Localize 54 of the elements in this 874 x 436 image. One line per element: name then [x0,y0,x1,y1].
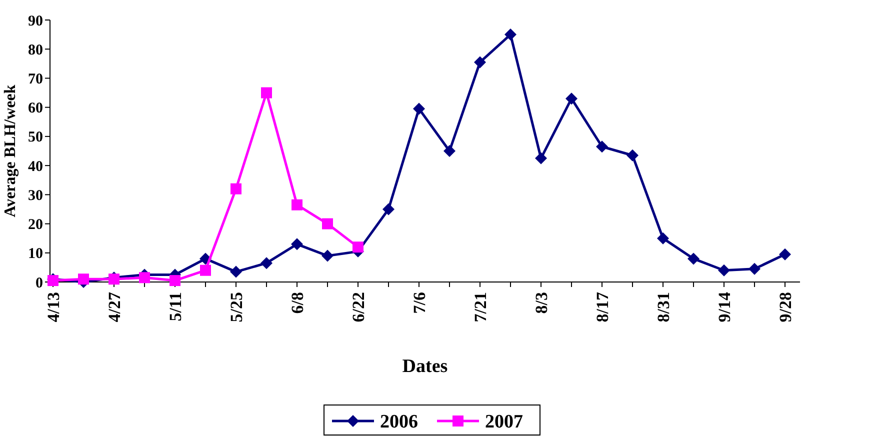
y-tick-label: 30 [28,188,43,204]
point [779,248,791,260]
point [566,92,578,105]
x-axis-title: Dates [402,356,448,377]
point [322,250,334,262]
y-tick-label: 60 [28,100,43,117]
point [230,183,242,194]
y-tick-label: 10 [28,246,43,262]
point [413,102,425,115]
point [292,199,302,210]
point [444,145,456,157]
y-axis-title: Average BLH/week [2,84,19,218]
point [504,28,516,41]
point [626,149,638,162]
point [78,274,89,285]
point [230,266,242,278]
x-tick-label: 6/22 [349,292,368,322]
y-tick-label: 40 [28,158,43,175]
y-tick-label: 20 [28,217,43,234]
x-tick-label: 5/25 [227,292,246,322]
legend-label: 2006 [380,412,418,433]
x-tick-label: 5/11 [166,292,185,322]
x-tick-label: 6/8 [288,292,307,314]
x-tick-label: 9/28 [776,292,795,322]
y-tick-label: 90 [28,13,43,30]
x-tick-label: 8/17 [593,292,612,322]
point [474,56,486,68]
point [718,264,730,276]
x-tick-label: 7/21 [471,292,490,322]
x-tick-label: 7/6 [410,292,429,314]
point [260,257,272,270]
point [291,238,303,250]
point [382,203,394,216]
point [748,262,760,275]
point [170,275,180,286]
y-tick-label: 70 [28,71,43,88]
point [322,218,333,230]
point [139,272,150,284]
x-tick-label: 4/27 [105,292,124,322]
point [261,87,272,98]
point [657,232,669,244]
x-tick-label: 8/31 [654,292,673,322]
y-tick-label: 80 [28,42,43,58]
point [352,242,364,253]
point [596,140,608,153]
y-tick-label: 50 [28,130,43,146]
x-tick-label: 4/13 [44,292,63,322]
point [200,264,211,276]
y-tick-label: 0 [36,275,43,292]
legend-label: 2007 [485,412,524,433]
x-tick-label: 9/14 [715,292,734,322]
point [535,152,547,164]
point [688,252,700,265]
x-tick-label: 8/3 [532,292,551,314]
